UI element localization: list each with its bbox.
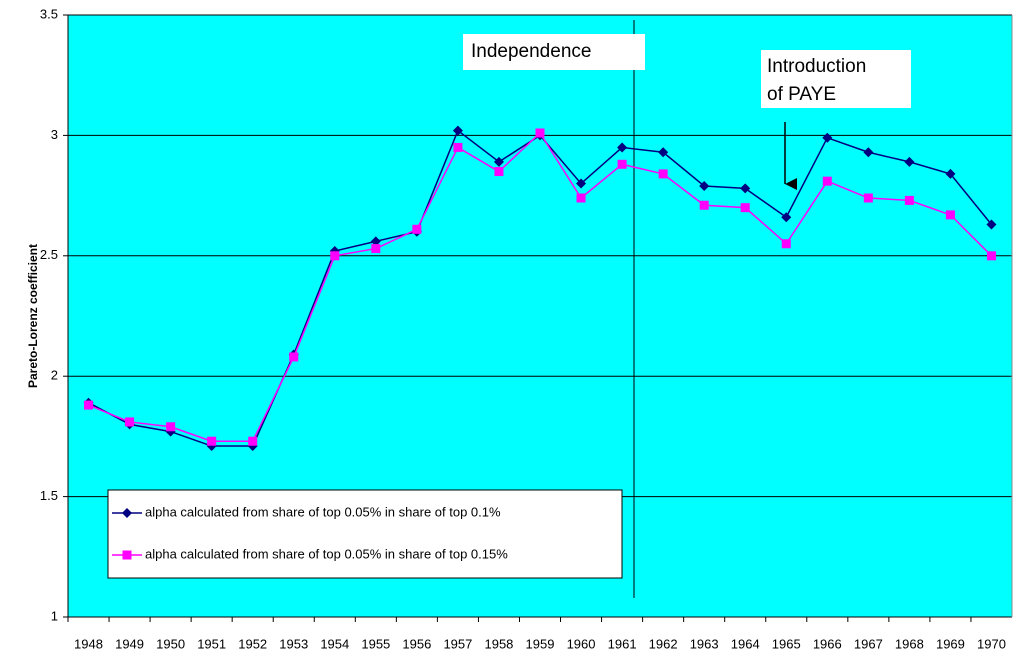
data-point	[699, 200, 709, 210]
y-tick-label: 2	[51, 368, 58, 383]
x-tick-label: 1968	[895, 636, 924, 651]
annotation-box	[761, 50, 911, 108]
x-tick-label: 1949	[115, 636, 144, 651]
x-tick-label: 1966	[813, 636, 842, 651]
x-tick-label: 1964	[731, 636, 760, 651]
data-point	[452, 125, 463, 136]
x-tick-label: 1951	[197, 636, 226, 651]
data-point	[207, 436, 217, 446]
data-point	[494, 167, 504, 177]
data-point	[863, 147, 874, 158]
data-point	[822, 132, 833, 143]
data-point	[945, 210, 955, 220]
data-point	[740, 203, 750, 213]
data-point	[125, 417, 135, 427]
y-axis-label: Pareto-Lorenz coefficient	[26, 244, 40, 388]
annotation: Independence	[471, 41, 591, 62]
data-point	[412, 224, 422, 234]
legend-marker	[122, 550, 132, 560]
data-point	[658, 147, 669, 158]
data-point	[330, 251, 340, 261]
x-tick-label: 1962	[649, 636, 678, 651]
x-tick-label: 1948	[74, 636, 103, 651]
annotation: of PAYE	[767, 84, 836, 105]
data-point	[781, 239, 791, 249]
data-point	[945, 168, 956, 179]
x-tick-label: 1967	[854, 636, 883, 651]
data-point	[289, 352, 299, 362]
data-point	[617, 142, 628, 153]
legend	[107, 489, 623, 579]
x-tick-label: 1969	[936, 636, 965, 651]
data-point	[535, 128, 545, 138]
y-tick-label: 3.5	[40, 6, 58, 21]
legend-label: alpha calculated from share of top 0.05%…	[145, 504, 501, 519]
annotation-box	[463, 34, 645, 70]
data-point	[453, 142, 463, 152]
x-tick-label: 1965	[772, 636, 801, 651]
data-point	[658, 169, 668, 179]
x-tick-label: 1955	[361, 636, 390, 651]
data-point	[863, 193, 873, 203]
data-point	[248, 436, 258, 446]
data-point	[822, 176, 832, 186]
y-tick-label: 1.5	[40, 488, 58, 503]
x-tick-label: 1959	[526, 636, 555, 651]
data-point	[904, 195, 914, 205]
y-tick-label: 2.5	[40, 247, 58, 262]
legend-label: alpha calculated from share of top 0.05%…	[145, 546, 508, 561]
x-tick-label: 1961	[608, 636, 637, 651]
x-tick-label: 1952	[238, 636, 267, 651]
legend-marker	[122, 508, 132, 518]
x-tick-label: 1970	[977, 636, 1006, 651]
data-point	[699, 180, 710, 191]
data-point	[617, 159, 627, 169]
data-point	[576, 178, 587, 189]
x-tick-label: 1963	[690, 636, 719, 651]
data-point	[576, 193, 586, 203]
data-point	[166, 422, 176, 432]
x-tick-label: 1958	[484, 636, 513, 651]
y-tick-label: 1	[51, 608, 58, 623]
data-point	[493, 156, 504, 167]
x-tick-label: 1957	[443, 636, 472, 651]
data-point	[986, 219, 997, 230]
data-point	[84, 400, 94, 410]
y-tick-label: 3	[51, 127, 58, 142]
data-point	[781, 212, 792, 223]
data-point	[371, 244, 381, 254]
data-point	[986, 251, 996, 261]
x-tick-label: 1953	[279, 636, 308, 651]
data-point	[740, 183, 751, 194]
x-tick-label: 1956	[402, 636, 431, 651]
x-tick-label: 1950	[156, 636, 185, 651]
data-point	[370, 236, 381, 247]
annotation: Introduction	[767, 56, 866, 77]
x-tick-label: 1960	[567, 636, 596, 651]
data-point	[904, 156, 915, 167]
x-tick-label: 1954	[320, 636, 349, 651]
